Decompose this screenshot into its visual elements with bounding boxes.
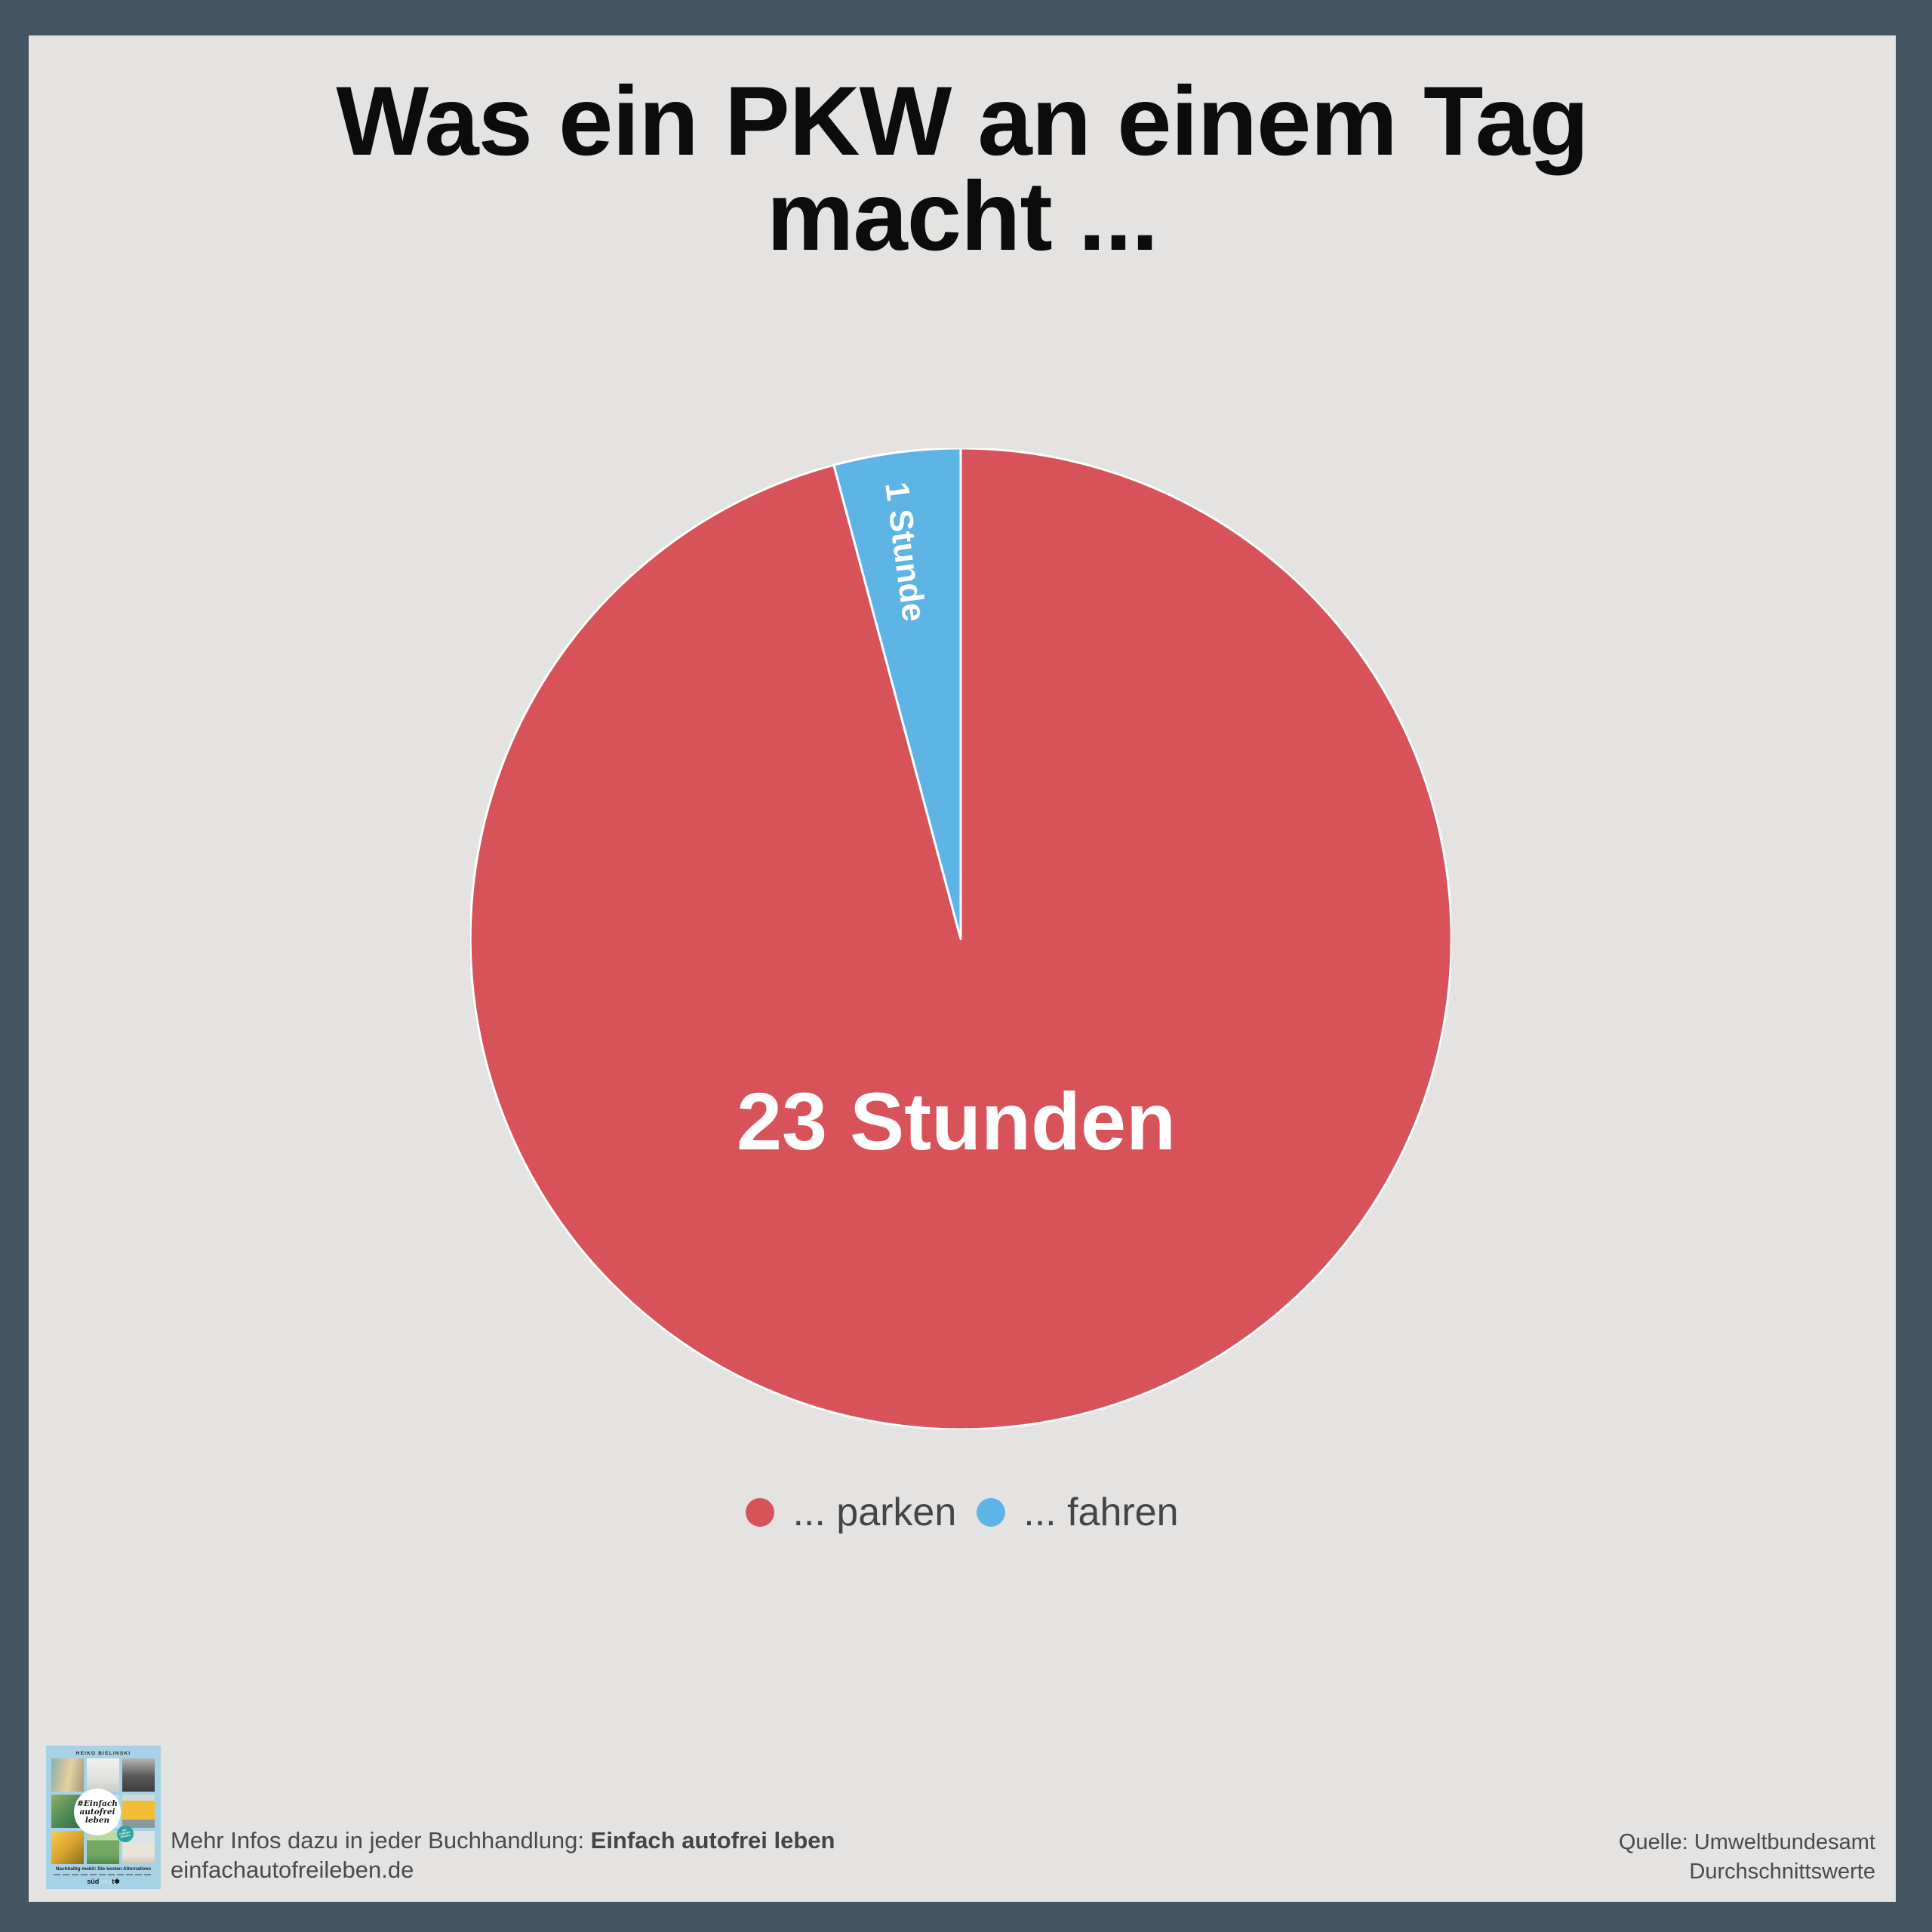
fahren-legend-dot-icon — [977, 1498, 1006, 1527]
cover-photo — [51, 1758, 84, 1792]
book-subtitle: Nachhaltig mobil: Die besten Alternative… — [55, 1866, 152, 1872]
book-title-line3: leben — [85, 1815, 110, 1825]
source-line1: Quelle: Umweltbundesamt — [1618, 1830, 1875, 1854]
cover-photo — [51, 1831, 84, 1864]
publisher-dark: süd — [87, 1878, 100, 1885]
legend-item-fahren[interactable]: ... fahren — [977, 1490, 1179, 1535]
book-title-line2: autofrei — [79, 1807, 115, 1817]
book-credits-line — [54, 1874, 153, 1875]
footer-left-line1-bold: Einfach autofrei leben — [590, 1827, 835, 1854]
infographic-canvas: Was ein PKW an einem Tag macht ... 23 St… — [29, 35, 1896, 1902]
pie-slice-fahren[interactable] — [832, 448, 962, 940]
publisher-mark: t✱ — [112, 1878, 120, 1885]
legend-item-parken[interactable]: ... parken — [746, 1490, 956, 1535]
cover-photo — [87, 1831, 119, 1864]
source-line2: Durchschnittswerte — [1689, 1860, 1875, 1884]
slice-label-23-stunden: 23 Stunden — [737, 1075, 1176, 1167]
publisher-logo: südwest✱ — [46, 1878, 161, 1886]
footer-source: Quelle: Umweltbundesamt Durchschnittswer… — [1619, 1828, 1875, 1887]
book-author: HEIKO BIELINSKI — [75, 1751, 131, 1756]
footer-left-line1-regular: Mehr Infos dazu in jeder Buchhandlung: — [171, 1827, 591, 1854]
pie-chart: 23 Stunden 1 Stunde — [470, 448, 1451, 1429]
book-cover: HEIKO BIELINSKI #Einfach autofrei leben … — [46, 1746, 161, 1889]
parken-legend-dot-icon — [746, 1498, 775, 1527]
cover-photo — [122, 1758, 155, 1792]
chart-title-line2: macht ... — [766, 161, 1158, 271]
footer-left: Mehr Infos dazu in jeder Buchhandlung: E… — [171, 1826, 835, 1884]
footer-left-line1: Mehr Infos dazu in jeder Buchhandlung: E… — [171, 1826, 835, 1855]
legend-label-fahren: ... fahren — [1023, 1491, 1179, 1534]
chart-title: Was ein PKW an einem Tag macht ... — [29, 66, 1896, 271]
cover-photo — [122, 1795, 155, 1828]
book-title-circle: #Einfach autofrei leben — [74, 1789, 121, 1835]
book-title-line1: #Einfach — [77, 1798, 118, 1808]
badge-text: MIT CORONA-SPEZIAL — [118, 1828, 132, 1839]
footer-left-line2: einfachautofreileben.de — [171, 1857, 414, 1883]
chart-legend: ... parken ... fahren — [29, 1486, 1896, 1539]
chart-title-line1: Was ein PKW an einem Tag — [336, 66, 1589, 176]
cover-photo — [87, 1758, 119, 1792]
publisher-light: wes — [99, 1878, 112, 1885]
legend-label-parken: ... parken — [792, 1491, 957, 1534]
